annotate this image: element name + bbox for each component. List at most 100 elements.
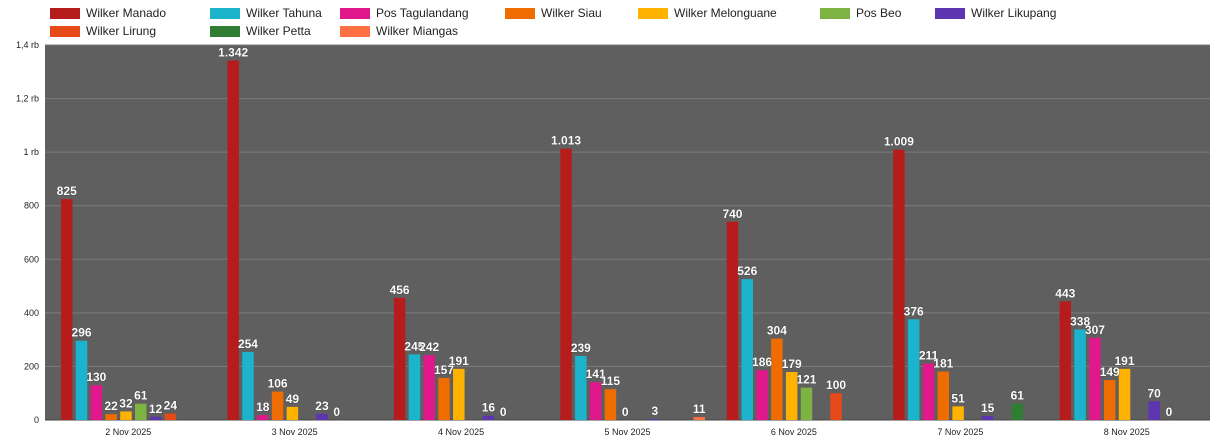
data-label: 61: [134, 389, 148, 403]
data-label: 239: [571, 341, 591, 355]
bar: [575, 355, 587, 420]
data-label: 70: [1147, 386, 1161, 400]
bar: [408, 354, 421, 420]
bar: [893, 149, 905, 420]
bar: [800, 387, 813, 420]
data-label: 49: [286, 392, 300, 406]
legend-item[interactable]: Wilker Siau: [505, 6, 602, 20]
data-label: 18: [256, 400, 270, 414]
legend-swatch: [50, 8, 80, 19]
data-label: 740: [722, 207, 742, 221]
bar: [1074, 329, 1086, 420]
legend-label: Pos Beo: [856, 6, 902, 20]
x-tick-label: 8 Nov 2025: [1104, 427, 1150, 437]
x-tick-label: 4 Nov 2025: [438, 427, 484, 437]
bar: [227, 60, 239, 421]
x-tick-label: 3 Nov 2025: [272, 427, 318, 437]
data-label: 0: [500, 405, 507, 419]
y-tick-label: 600: [24, 254, 39, 264]
bar: [1148, 401, 1160, 420]
data-label: 376: [904, 304, 924, 318]
x-tick-label: 5 Nov 2025: [604, 427, 650, 437]
y-tick-label: 1,4 rb: [16, 40, 39, 50]
data-label: 825: [57, 184, 77, 198]
bar: [604, 389, 617, 420]
legend-label: Wilker Tahuna: [246, 6, 322, 20]
data-label: 1.342: [218, 46, 248, 60]
bar: [937, 371, 950, 420]
data-label: 1.009: [884, 135, 914, 149]
data-label: 15: [981, 401, 995, 415]
x-tick-label: 6 Nov 2025: [771, 427, 817, 437]
data-label: 11: [693, 402, 706, 416]
bar: [785, 372, 798, 420]
legend-label: Pos Tagulandang: [376, 6, 469, 20]
bar: [271, 391, 284, 420]
legend-label: Wilker Siau: [541, 6, 602, 20]
data-label: 191: [449, 354, 469, 368]
legend-label: Wilker Manado: [86, 6, 166, 20]
legend-item[interactable]: Wilker Melonguane: [638, 6, 777, 20]
legend-item[interactable]: Wilker Manado: [50, 6, 166, 20]
data-label: 0: [1166, 405, 1173, 419]
x-tick-label: 7 Nov 2025: [937, 427, 983, 437]
legend-item[interactable]: Pos Beo: [820, 6, 902, 20]
data-label: 242: [419, 340, 439, 354]
y-tick-label: 400: [24, 308, 39, 318]
bar: [1011, 403, 1024, 420]
data-label: 141: [586, 367, 606, 381]
bar: [316, 413, 328, 420]
bar: [726, 221, 739, 420]
bar: [741, 279, 754, 420]
bar: [1118, 368, 1131, 420]
data-label: 338: [1070, 314, 1090, 328]
legend-item[interactable]: Wilker Likupang: [935, 6, 1056, 20]
bar: [771, 338, 783, 420]
legend-item[interactable]: Wilker Petta: [210, 24, 311, 38]
data-label: 12: [149, 402, 163, 416]
data-label: 526: [737, 264, 757, 278]
bar: [1059, 301, 1072, 420]
y-tick-label: 0: [34, 415, 39, 425]
data-label: 179: [782, 357, 802, 371]
legend-item[interactable]: Wilker Miangas: [340, 24, 458, 38]
data-label: 130: [86, 370, 106, 384]
bar: [242, 351, 254, 420]
data-label: 51: [951, 391, 965, 405]
legend-item[interactable]: Wilker Lirung: [50, 24, 156, 38]
legend-swatch: [340, 8, 370, 19]
bar: [286, 406, 299, 420]
bar: [149, 416, 162, 420]
bar: [105, 414, 117, 420]
legend-label: Wilker Likupang: [971, 6, 1056, 20]
legend-label: Wilker Melonguane: [674, 6, 777, 20]
legend-swatch: [820, 8, 850, 19]
bar: [438, 377, 450, 420]
bar: [90, 385, 103, 420]
bar: [981, 415, 994, 420]
data-label: 121: [796, 373, 816, 387]
data-label: 186: [752, 355, 772, 369]
legend-swatch: [935, 8, 965, 19]
legend-item[interactable]: Wilker Tahuna: [210, 6, 322, 20]
data-label: 296: [72, 326, 92, 340]
legend-item[interactable]: Pos Tagulandang: [340, 6, 469, 20]
data-label: 456: [390, 283, 410, 297]
bar: [75, 340, 88, 420]
bar: [907, 319, 920, 420]
bar: [135, 403, 147, 420]
bar: [952, 406, 964, 420]
data-label: 24: [164, 399, 178, 413]
data-label: 181: [933, 357, 953, 371]
legend-label: Wilker Lirung: [86, 24, 156, 38]
bar: [482, 415, 495, 420]
y-tick-label: 800: [24, 201, 39, 211]
bar: [649, 419, 661, 420]
bar: [1103, 380, 1116, 420]
y-tick-label: 1,2 rb: [16, 94, 39, 104]
data-label: 254: [238, 337, 258, 351]
x-tick-label: 2 Nov 2025: [105, 427, 151, 437]
